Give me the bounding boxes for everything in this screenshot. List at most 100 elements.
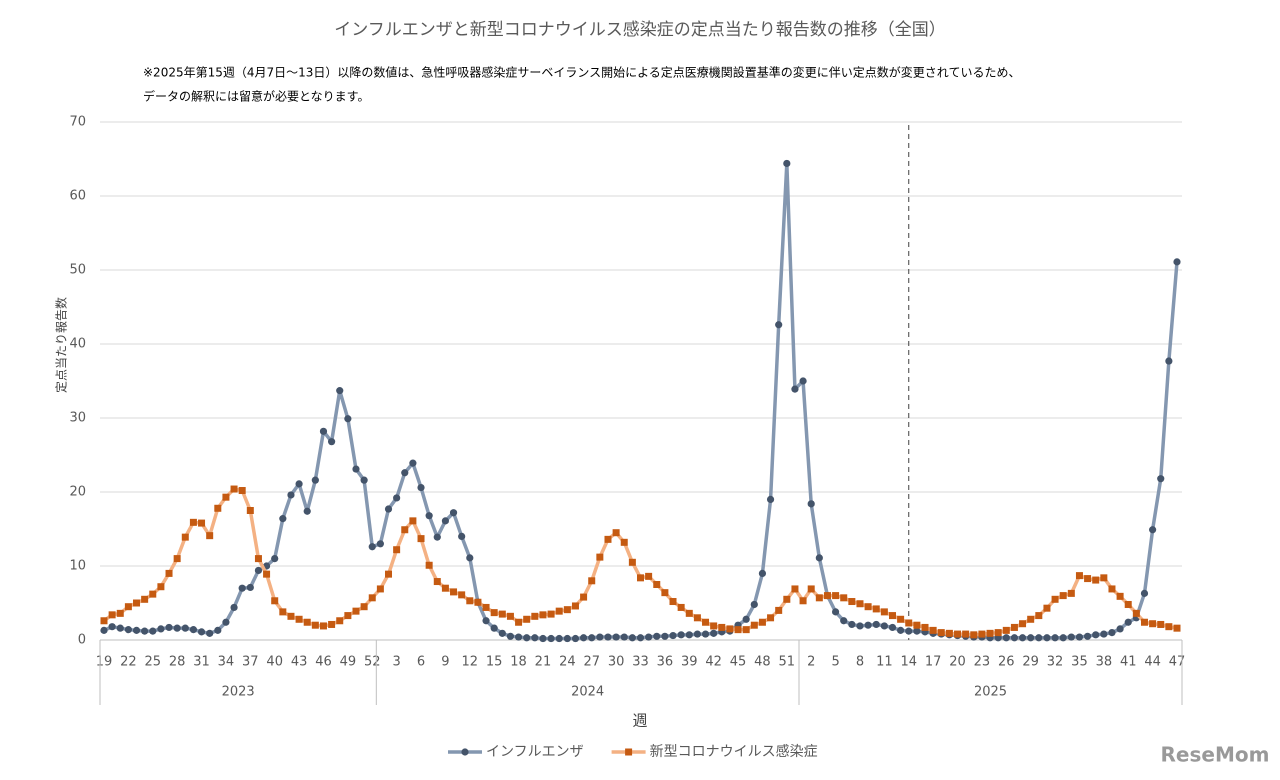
marker (840, 594, 848, 602)
marker (815, 554, 823, 562)
x-axis-label: 週 (632, 712, 647, 730)
x-tick-label: 21 (535, 655, 552, 670)
marker (767, 614, 775, 622)
x-tick-label: 48 (754, 655, 771, 670)
marker (620, 633, 628, 641)
x-tick-label: 32 (1047, 655, 1064, 670)
marker (1010, 634, 1019, 642)
marker (173, 555, 181, 563)
x-tick-label: 52 (364, 655, 381, 670)
marker (588, 577, 596, 585)
legend-label: インフルエンザ (486, 744, 584, 760)
marker (230, 603, 238, 612)
x-tick-label: 43 (291, 655, 308, 670)
x-tick-label: 6 (417, 655, 425, 670)
marker (124, 603, 132, 611)
marker (531, 634, 539, 642)
x-tick-label: 9 (441, 655, 449, 670)
marker (1108, 585, 1116, 593)
marker (986, 629, 994, 637)
y-tick-label: 60 (69, 189, 86, 204)
marker (653, 581, 661, 588)
marker (319, 427, 328, 435)
marker (458, 591, 466, 599)
marker (1051, 634, 1059, 642)
marker (149, 627, 157, 635)
marker (1002, 634, 1010, 642)
marker (222, 618, 230, 626)
marker (645, 572, 653, 580)
x-tick-label: 42 (705, 655, 722, 670)
marker (693, 630, 702, 638)
marker (636, 634, 645, 642)
marker (539, 634, 547, 643)
legend-label: 新型コロナウイルス感染症 (650, 743, 818, 760)
marker (1092, 576, 1100, 584)
marker (441, 517, 450, 525)
x-tick-label: 18 (510, 655, 527, 670)
marker (352, 607, 360, 615)
marker (612, 529, 620, 537)
marker (344, 415, 352, 423)
marker (319, 622, 327, 630)
marker (913, 621, 921, 629)
marker (141, 595, 149, 603)
marker (661, 632, 669, 640)
x-tick-label: 49 (340, 655, 357, 670)
marker (571, 634, 580, 643)
marker (246, 583, 254, 592)
x-tick-label: 3 (392, 655, 400, 670)
marker (108, 611, 116, 619)
marker (165, 623, 173, 632)
marker (905, 619, 913, 627)
marker (401, 469, 409, 477)
marker (417, 483, 425, 492)
marker (807, 500, 815, 508)
marker (1075, 633, 1084, 641)
marker (929, 626, 937, 634)
marker (791, 385, 799, 393)
y-tick-label: 70 (69, 115, 86, 130)
x-tick-label: 29 (1022, 655, 1039, 670)
marker (604, 535, 612, 543)
marker (1059, 592, 1067, 600)
marker (1083, 632, 1092, 640)
marker (799, 597, 807, 605)
marker (393, 546, 401, 554)
marker (108, 623, 116, 631)
marker (815, 594, 823, 602)
marker (945, 629, 953, 637)
marker (710, 629, 718, 637)
marker (279, 608, 287, 616)
marker (872, 620, 880, 629)
marker (1059, 634, 1067, 642)
marker (823, 592, 831, 600)
marker (352, 465, 360, 473)
marker (1027, 615, 1035, 623)
marker (677, 603, 685, 611)
marker (620, 538, 628, 546)
x-group-label: 2025 (974, 685, 1007, 700)
legend-marker (461, 748, 469, 756)
x-tick-label: 28 (169, 655, 186, 670)
marker (384, 505, 393, 513)
marker (783, 159, 791, 168)
marker (173, 624, 181, 632)
legend-marker (625, 748, 633, 756)
marker (718, 623, 726, 631)
y-tick-label: 10 (69, 559, 86, 574)
marker (783, 595, 791, 603)
marker (799, 377, 807, 385)
marker (1100, 574, 1108, 582)
marker (1035, 612, 1043, 620)
marker (897, 615, 905, 623)
marker (1132, 609, 1140, 617)
marker (742, 626, 750, 634)
marker (514, 633, 523, 641)
marker (181, 624, 189, 632)
marker (702, 618, 710, 626)
marker (1067, 633, 1075, 641)
x-tick-label: 31 (193, 655, 210, 670)
marker (628, 634, 636, 642)
